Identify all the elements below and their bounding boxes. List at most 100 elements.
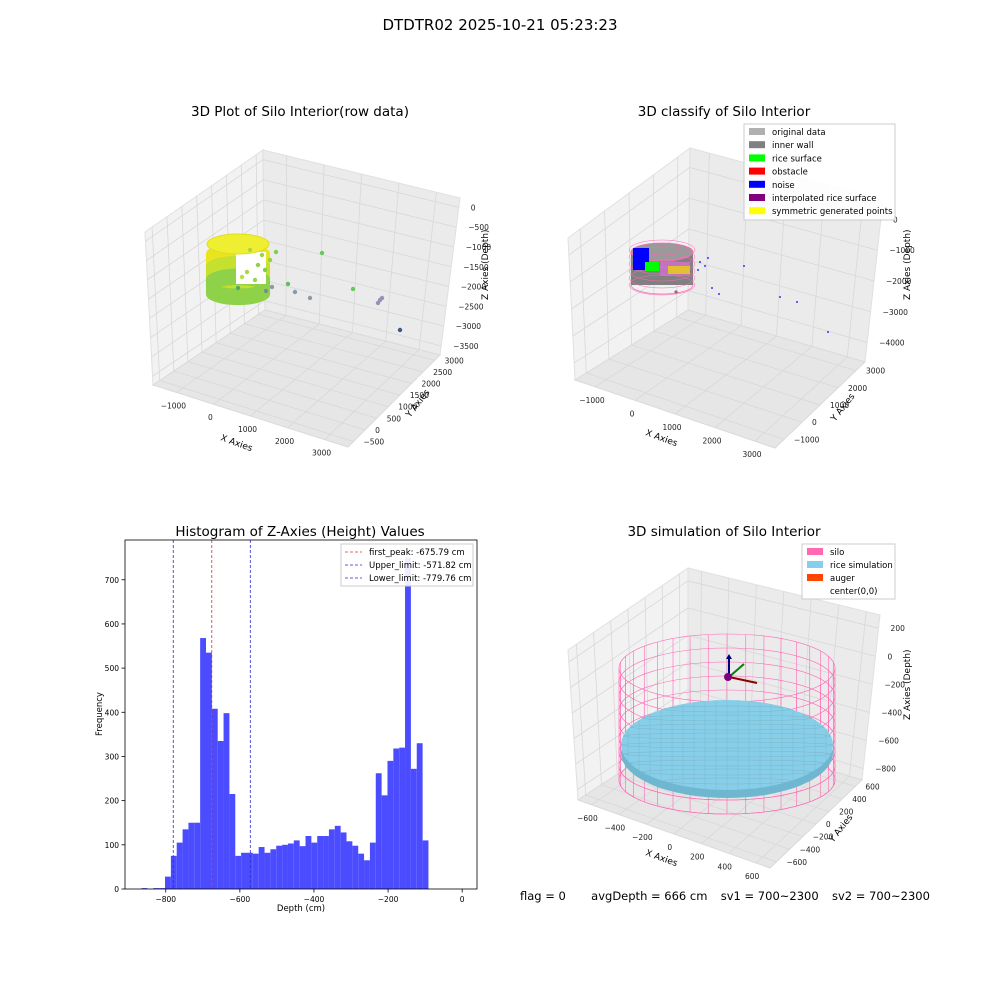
x-tick-label: −200 [378, 895, 399, 904]
histogram-ylabel: Frequency [95, 692, 105, 736]
histogram-y-ticks: 0 100 200 300 400 500 600 700 [105, 576, 125, 894]
plot2-3d-axes: −10000100020003000−100001000200030000−10… [567, 123, 915, 459]
histogram-x-ticks: −800 −600 −400 −200 0 [155, 889, 465, 904]
scan-point [379, 295, 385, 301]
grid-line-x [285, 155, 288, 316]
grid-line-x [250, 332, 353, 417]
histogram-bar [387, 760, 394, 889]
grid-line-z [264, 300, 442, 347]
z-tick-label: −1000 [466, 243, 492, 252]
histogram-bar [381, 795, 388, 889]
scan-point [267, 257, 273, 263]
legend-swatch [807, 587, 823, 594]
grid-line-y [196, 196, 203, 353]
histogram-frame [124, 539, 478, 890]
obstacle-point [674, 290, 678, 294]
grid-line-z [573, 662, 689, 739]
grid-line-z [146, 179, 264, 261]
x-tick-label: −1000 [161, 401, 187, 410]
histogram-bar [223, 713, 230, 889]
figure-title: DTDTR02 2025-10-21 05:23:23 [382, 16, 618, 34]
histogram-bar [352, 845, 359, 889]
histogram-bar [299, 846, 306, 889]
histogram-bar [200, 638, 206, 889]
grid-line-x [385, 183, 400, 342]
histogram-bar [141, 888, 148, 889]
plot4-rice-surface [620, 700, 834, 798]
histogram-bar [153, 888, 160, 889]
plot4-3d-axes: −600 −400 −200 0 200 400 600 −600 −400 −200 0 200 40… [567, 543, 913, 881]
histogram-bar [317, 835, 324, 889]
grid-line-z [687, 634, 873, 685]
grid-line-z [569, 197, 690, 283]
legend-swatch [749, 167, 765, 175]
legend-entry-6: symmetric generated points [772, 207, 893, 217]
histogram-bar [323, 835, 329, 889]
grid-line-x [324, 349, 420, 440]
plot1-3d-axes: −1000 0 1000 2000 3000 −500 0 500 1000 1500 2000 25… [144, 149, 492, 458]
y-tick-label: 0 [812, 418, 817, 427]
grid-line-y [576, 644, 587, 795]
grid-line-z [573, 290, 689, 364]
histogram-bar [276, 845, 283, 889]
grid-line-y [181, 206, 189, 362]
plot4-auger [724, 654, 758, 684]
noise-point [711, 287, 713, 289]
histogram-bar [305, 835, 312, 889]
histogram-bar [176, 842, 183, 889]
histogram-bar [364, 860, 370, 889]
grid-line-z [688, 228, 875, 282]
grid-line-y [187, 361, 377, 419]
histogram-reference-lines [172, 540, 251, 889]
y-tick-label: 100 [105, 841, 120, 850]
x-tick-label: 2000 [702, 437, 721, 446]
histogram-xlabel: Depth (cm) [277, 904, 325, 914]
legend-swatch [749, 141, 765, 149]
grid-line-y [230, 332, 412, 384]
legend-swatch [749, 128, 765, 135]
grid-line-y [159, 380, 354, 442]
noise-point [718, 293, 720, 295]
grid-line-y [610, 620, 618, 775]
histogram-bar [188, 822, 195, 889]
histogram-bar [340, 832, 347, 889]
plot2-points [628, 239, 829, 333]
sv2-readout: sv2 = 700~2300 [831, 889, 930, 903]
scan-point [235, 285, 241, 291]
histogram-bar [182, 829, 189, 889]
z-tick-label: −200 [884, 680, 905, 689]
noise-point [779, 296, 781, 298]
histogram-bar [375, 773, 382, 889]
x-tick-label: 600 [745, 872, 760, 881]
scan-point [269, 284, 275, 290]
y-tick-label: 600 [865, 782, 880, 791]
legend-entry-2: auger [830, 574, 855, 584]
legend-entry-4: noise [772, 181, 795, 191]
auger-arrow-z [726, 654, 732, 659]
legend-swatch [749, 194, 765, 201]
histogram-bar [241, 852, 247, 889]
y-tick-label: 3000 [445, 356, 464, 365]
x-tick-label: −200 [632, 833, 653, 842]
symmetric-points [668, 266, 690, 274]
plot1-tick-labels: −1000 0 1000 2000 3000 −500 0 500 1000 1500 2000 25… [161, 203, 492, 457]
grid-line-z [147, 199, 264, 281]
scan-point [259, 252, 265, 258]
grid-line-z [689, 197, 878, 251]
grid-line-z [264, 280, 444, 327]
plot4-tick-labels: −600 −400 −200 0 200 400 600 −600 −400 −200 0 200 40… [577, 624, 905, 881]
grid-line-y [201, 351, 389, 408]
z-tick-label: −600 [878, 736, 899, 745]
grid-line-y [244, 323, 424, 373]
y-tick-label: 1000 [830, 401, 849, 410]
legend-swatch [807, 574, 823, 581]
histogram-title: Histogram of Z-Axies (Height) Values [175, 524, 425, 540]
legend-entry-0: first_peak: -675.79 cm [369, 548, 465, 558]
z-tick-label: 0 [471, 203, 476, 212]
grid-line-x [318, 164, 325, 324]
histogram-bar [393, 748, 400, 889]
y-tick-label: 2500 [433, 368, 452, 377]
x-tick-label: −600 [577, 814, 598, 823]
histogram-bar [334, 825, 341, 889]
y-tick-label: 0 [375, 426, 380, 435]
